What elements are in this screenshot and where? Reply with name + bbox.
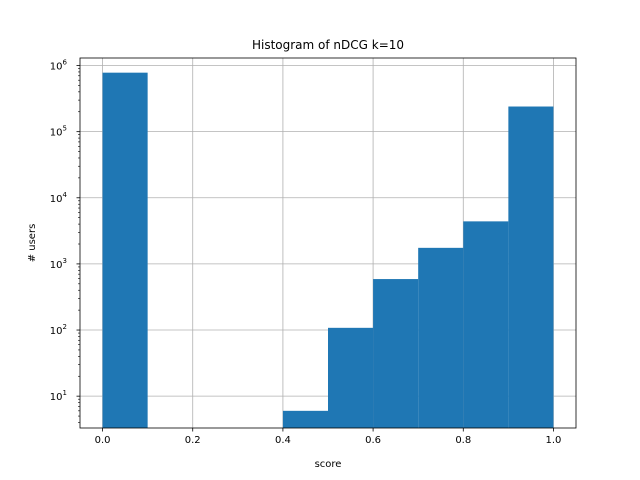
histogram-bar (463, 221, 509, 428)
x-tick-label: 0.8 (455, 435, 471, 446)
histogram-bar (373, 279, 419, 428)
y-axis-label: # users (27, 224, 38, 263)
x-tick-label: 1.0 (546, 435, 562, 446)
plot-frame (79, 57, 577, 429)
x-axis-ticks: 0.0 0.2 0.4 0.6 0.8 1.0 (95, 428, 562, 446)
x-tick-label: 0.0 (95, 435, 111, 446)
grid-lines (80, 58, 576, 428)
x-tick-label: 0.2 (185, 435, 201, 446)
x-axis-label: score (315, 459, 342, 470)
histogram-bars (102, 72, 554, 429)
histogram-bar (102, 72, 148, 429)
x-tick-label: 0.6 (365, 435, 381, 446)
histogram-bar (328, 327, 374, 428)
histogram-bar (282, 410, 328, 428)
histogram-bar (418, 247, 464, 428)
chart-title: Histogram of nDCG k=10 (252, 38, 404, 52)
histogram-bar (508, 106, 554, 429)
x-tick-label: 0.4 (275, 435, 291, 446)
